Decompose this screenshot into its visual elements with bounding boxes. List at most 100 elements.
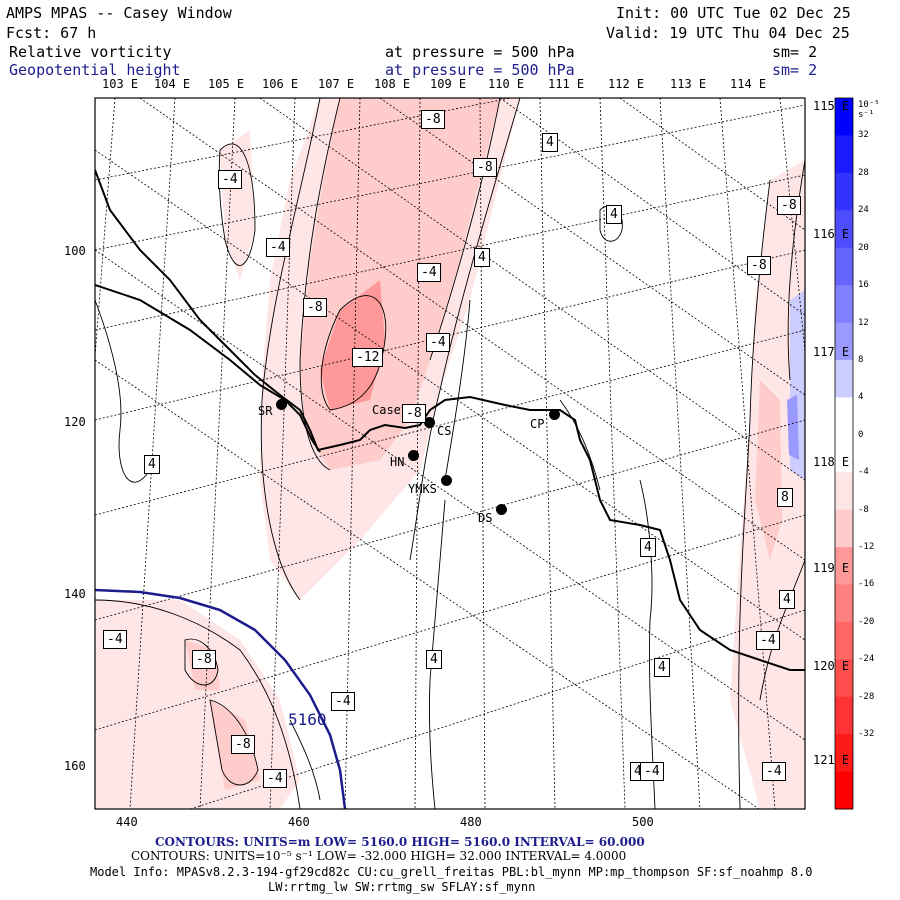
footer-contours-height: CONTOURS: UNITS=m LOW= 5160.0 HIGH= 5160… (155, 835, 645, 849)
vorticity-shade-east-positive-core (787, 395, 799, 460)
lon-label: 118 E (813, 455, 850, 469)
colorbar-swatch (835, 285, 853, 324)
colorbar-swatch (835, 659, 853, 698)
geopotential-contour-label: 5160 (288, 710, 327, 729)
station-label: YMKS (408, 482, 437, 496)
colorbar-swatch (835, 322, 853, 361)
colorbar-tick-label: 28 (858, 167, 869, 178)
station-label: HN (390, 455, 405, 469)
colorbar-swatch (835, 472, 853, 511)
footer-model-info-2: LW:rrtmg_lw SW:rrtmg_sw SFLAY:sf_mynn (268, 880, 536, 894)
vorticity-contour-label: -8 (473, 158, 497, 177)
y-tick: 120 (64, 415, 86, 429)
station-marker (549, 409, 560, 420)
lon-label: 104 E (154, 77, 191, 91)
vorticity-contour-label: -8 (402, 404, 426, 423)
x-tick: 480 (460, 815, 482, 829)
lon-label: 116 E (813, 227, 850, 241)
vorticity-contour-label: -8 (421, 110, 445, 129)
field1-level: at pressure = 500 hPa (385, 43, 575, 61)
colorbar-swatch (835, 397, 853, 436)
vorticity-contour-label: -4 (266, 238, 290, 257)
vorticity-contour-label: 4 (474, 248, 490, 267)
vorticity-contours (95, 98, 805, 809)
lon-label: 105 E (208, 77, 245, 91)
vorticity-contour-label: 4 (606, 205, 622, 224)
coastline (95, 169, 805, 671)
lon-label: 120 E (813, 659, 850, 673)
footer-contours-vorticity: CONTOURS: UNITS=10⁻⁵ s⁻¹ LOW= -32.000 HI… (131, 849, 627, 863)
geopotential-5160-contour (95, 588, 347, 809)
vorticity-contour-label: 8 (777, 488, 793, 507)
vorticity-contour-label: -8 (192, 650, 216, 669)
station-marker (276, 399, 287, 410)
colorbar-tick-label: 32 (858, 130, 869, 141)
footer-model-info: Model Info: MPASv8.2.3-194-gf29cd82c CU:… (90, 865, 813, 879)
vorticity-contour-label: 4 (542, 133, 558, 152)
colorbar-tick-label: 12 (858, 317, 869, 328)
colorbar-tick-label: -20 (858, 616, 875, 627)
lon-label: 121 E (813, 753, 850, 767)
map-plot-area (95, 98, 805, 809)
colorbar-tick-label: 0 (858, 429, 864, 440)
colorbar-swatch (835, 696, 853, 735)
y-tick: 140 (64, 587, 86, 601)
coastline-west (95, 284, 321, 453)
station-marker (408, 450, 419, 461)
x-tick: 460 (288, 815, 310, 829)
colorbar-tick-label: -32 (858, 729, 875, 740)
colorbar-frame (834, 97, 854, 810)
colorbar-swatch (835, 621, 853, 660)
colorbar-swatch (835, 734, 853, 773)
colorbar-swatch (835, 172, 853, 211)
colorbar-swatch (835, 98, 853, 136)
lon-label: 110 E (488, 77, 525, 91)
lon-label: 114 E (730, 77, 767, 91)
colorbar-tick-label: -16 (858, 579, 875, 590)
vorticity-contour-label: -4 (331, 692, 355, 711)
vorticity-contour-label: -4 (640, 762, 664, 781)
colorbar-swatch (835, 359, 853, 398)
valid-time: Valid: 19 UTC Thu 04 Dec 25 (606, 24, 850, 42)
vorticity-contour-label: -8 (747, 256, 771, 275)
field2-smoothing: sm= 2 (772, 61, 818, 79)
vorticity-contour-label: 4 (654, 658, 670, 677)
colorbar-unit-label: 10⁻⁵ s⁻¹ (858, 100, 880, 120)
colorbar-swatch (835, 247, 853, 286)
vorticity-shade-left-strip (220, 130, 255, 280)
vorticity-contour-label: -8 (777, 196, 801, 215)
colorbar (834, 97, 854, 810)
field1-smoothing: sm= 2 (772, 43, 818, 61)
station-label: Casey (372, 403, 409, 417)
lon-label: 113 E (670, 77, 707, 91)
field2-name: Geopotential height (9, 61, 181, 79)
lon-label: 106 E (262, 77, 299, 91)
station-label: DS (478, 511, 493, 525)
vorticity-shade-core (320, 280, 385, 410)
colorbar-tick-label: -12 (858, 542, 875, 553)
lon-label: 103 E (102, 77, 139, 91)
y-tick: 100 (64, 244, 86, 258)
lon-label: 119 E (813, 561, 850, 575)
field2-level: at pressure = 500 hPa (385, 61, 575, 79)
colorbar-tick-label: -24 (858, 654, 875, 665)
vorticity-contour-label: -8 (303, 298, 327, 317)
lon-label: 112 E (608, 77, 645, 91)
x-tick: 500 (632, 815, 654, 829)
vorticity-contour-label: -4 (263, 769, 287, 788)
field1-name: Relative vorticity (9, 43, 172, 61)
station-marker (424, 417, 435, 428)
lon-label: 111 E (548, 77, 585, 91)
colorbar-tick-label: 8 (858, 354, 864, 365)
colorbar-swatch (835, 547, 853, 585)
colorbar-tick-label: 4 (858, 392, 864, 403)
station-label: CS (437, 424, 452, 438)
station-label: SR (258, 404, 273, 418)
lon-label: 115 E (813, 99, 850, 113)
vorticity-shade-east-core (755, 380, 782, 560)
vorticity-contour-label: -4 (426, 333, 450, 352)
vorticity-contour-label: 4 (640, 538, 656, 557)
lon-label: 107 E (318, 77, 355, 91)
forecast-hour: Fcst: 67 h (6, 24, 97, 42)
vorticity-contour-label: -4 (218, 170, 242, 189)
